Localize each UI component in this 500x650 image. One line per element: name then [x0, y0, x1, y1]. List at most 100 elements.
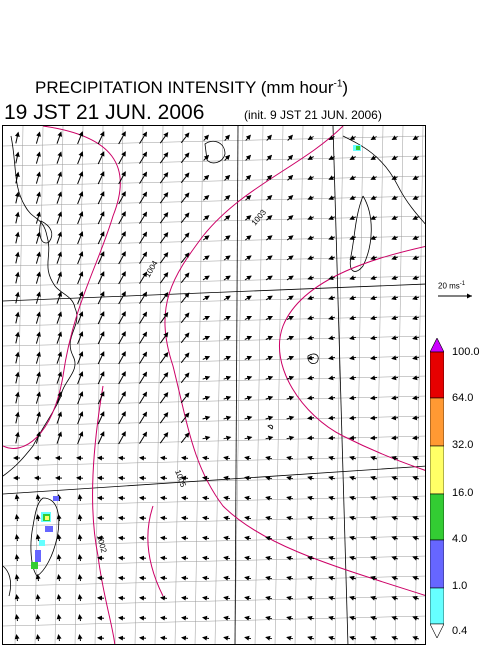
wind-arrow: [56, 151, 63, 164]
wind-arrow: [118, 211, 126, 225]
wind-arrow: [328, 595, 336, 601]
wind-arrow: [328, 395, 336, 401]
wind-arrow: [97, 151, 105, 165]
wind-arrow: [77, 151, 84, 165]
wind-arrow: [370, 275, 377, 281]
wind-arrow: [14, 514, 20, 522]
wind-arrow: [118, 151, 126, 165]
wind-arrow: [307, 475, 315, 481]
wind-arrow: [286, 535, 294, 541]
wind-arrow: [139, 171, 148, 184]
wind-arrow: [160, 475, 168, 481]
wind-arrow: [412, 215, 419, 220]
wind-arrow: [286, 335, 295, 341]
wind-arrow: [391, 615, 398, 621]
isobar-line: [3, 126, 121, 449]
wind-arrow: [287, 134, 293, 141]
wind-arrow: [223, 415, 232, 421]
wind-arrow: [412, 635, 419, 641]
wind-arrow: [118, 191, 126, 205]
grid-line: [3, 175, 425, 187]
wind-arrow: [412, 615, 419, 621]
wind-arrow: [77, 131, 84, 145]
wind-arrow: [159, 371, 169, 384]
wind-arrow: [223, 255, 231, 261]
wind-arrow: [412, 495, 419, 501]
wind-arrow: [56, 411, 63, 424]
wind-arrow: [223, 315, 231, 321]
wind-arrow: [286, 475, 294, 481]
wind-arrow: [391, 495, 398, 501]
wind-vectors: [13, 131, 420, 642]
wind-arrow: [139, 191, 148, 204]
grid-line-major: [3, 283, 425, 302]
wind-arrow: [77, 574, 83, 582]
wind-arrow: [286, 275, 294, 281]
wind-arrow: [77, 634, 83, 642]
wind-arrow: [266, 174, 273, 181]
grid-line: [3, 575, 425, 587]
wind-arrow: [412, 415, 420, 421]
wind-arrow: [56, 554, 62, 562]
colorbar-segment: [430, 493, 444, 541]
wind-arrow: [97, 391, 105, 405]
isobars: [3, 126, 425, 644]
wind-arrow: [97, 251, 105, 265]
wind-arrow: [139, 635, 147, 641]
wind-arrow: [265, 335, 274, 341]
wind-arrow: [244, 535, 252, 541]
wind-arrow: [328, 275, 335, 281]
wind-arrow: [159, 411, 169, 424]
wind-arrow: [77, 594, 83, 602]
wind-arrow: [328, 435, 336, 441]
grid-line: [54, 126, 64, 644]
wind-arrow: [307, 435, 315, 441]
wind-arrow: [202, 575, 210, 581]
wind-arrow: [412, 435, 420, 441]
grid-line: [3, 255, 425, 267]
wind-arrow: [244, 275, 252, 281]
wind-arrow: [244, 315, 252, 321]
wind-arrow: [35, 494, 41, 502]
wind-arrow: [412, 515, 419, 521]
wind-arrow: [56, 431, 63, 444]
wind-arrow: [14, 351, 20, 364]
grid-line-major: [3, 465, 425, 495]
wind-arrow: [265, 375, 274, 381]
wind-arrow: [286, 235, 294, 241]
wind-arrow: [180, 432, 190, 444]
wind-arrow: [349, 155, 356, 160]
wind-arrow: [56, 331, 63, 344]
grid-line: [3, 435, 425, 447]
wind-arrow: [391, 555, 398, 561]
wind-arrow: [97, 271, 105, 285]
wind-arrow: [265, 395, 274, 401]
wind-arrow: [307, 635, 315, 641]
wind-arrow: [56, 131, 63, 144]
grid-line: [414, 126, 424, 644]
wind-arrow: [139, 331, 148, 344]
wind-arrow: [265, 515, 273, 521]
wind-arrow: [180, 352, 190, 364]
wind-arrow: [244, 615, 252, 621]
wind-arrow: [307, 255, 314, 261]
grid-line: [3, 215, 425, 227]
wind-arrow: [35, 514, 41, 522]
wind-arrow: [370, 155, 377, 160]
wind-arrow: [14, 534, 20, 542]
wind-arrow: [203, 195, 210, 201]
wind-arrow: [244, 235, 252, 241]
wind-arrow: [35, 311, 41, 324]
wind-arrow: [245, 154, 252, 161]
wind-arrow: [14, 431, 20, 444]
wind-arrow: [181, 535, 189, 541]
wind-arrow: [118, 555, 126, 561]
wind-arrow: [77, 391, 84, 405]
wind-arrow: [328, 635, 336, 641]
wind-arrow: [391, 375, 399, 381]
wind-arrow: [370, 215, 377, 220]
wind-arrow: [35, 594, 41, 602]
lat-lon-grid: [3, 126, 425, 644]
wind-arrow: [56, 634, 62, 642]
wind-arrow: [370, 175, 377, 180]
